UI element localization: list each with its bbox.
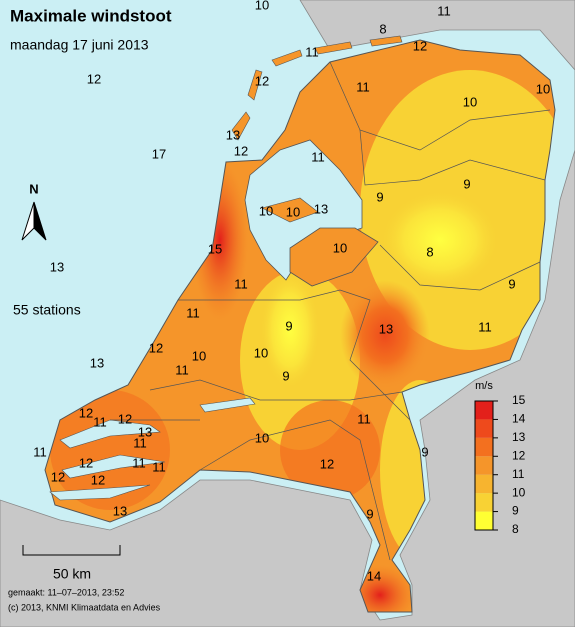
station-value: 9 xyxy=(463,176,470,191)
station-value: 12 xyxy=(87,71,101,86)
station-value: 11 xyxy=(437,3,451,18)
legend-swatch xyxy=(475,437,493,457)
station-value: 9 xyxy=(421,444,428,459)
legend-tick-label: 13 xyxy=(512,430,526,444)
station-value: 14 xyxy=(367,568,381,583)
station-value: 9 xyxy=(282,368,289,383)
station-value: 12 xyxy=(234,143,248,158)
legend-tick-label: 12 xyxy=(512,448,526,462)
zeeland-waters xyxy=(49,397,256,501)
legend-swatch xyxy=(475,511,493,530)
station-value: 12 xyxy=(79,455,93,470)
legend-swatch xyxy=(475,401,493,420)
station-value: 10 xyxy=(192,348,206,363)
legend-swatch xyxy=(475,474,493,494)
title: Maximale windstoot xyxy=(10,6,172,25)
station-value: 12 xyxy=(149,340,163,355)
station-value: 12 xyxy=(413,38,427,53)
station-value: 12 xyxy=(91,472,105,487)
station-value: 11 xyxy=(356,79,370,94)
station-value: 11 xyxy=(33,444,47,459)
station-value: 12 xyxy=(118,411,132,426)
scale-bar xyxy=(22,545,121,556)
station-value: 17 xyxy=(152,146,166,161)
flevoland xyxy=(289,227,379,287)
station-value: 13 xyxy=(314,201,328,216)
station-value: 9 xyxy=(376,189,383,204)
station-value: 11 xyxy=(132,455,146,470)
legend-swatch xyxy=(475,493,493,512)
station-value: 13 xyxy=(379,321,393,336)
station-value: 11 xyxy=(234,276,248,291)
legend-tick-label: 9 xyxy=(512,504,519,518)
station-value: 12 xyxy=(79,405,93,420)
station-value: 10 xyxy=(463,94,477,109)
legend-tick-label: 8 xyxy=(512,522,519,536)
station-value: 11 xyxy=(93,414,107,429)
wadden-islands xyxy=(231,35,403,141)
station-value: 10 xyxy=(255,430,269,445)
province-borders xyxy=(110,61,551,561)
station-value: 11 xyxy=(133,435,147,450)
north-label: N xyxy=(29,181,38,196)
legend-unit: m/s xyxy=(475,380,493,392)
station-value: 11 xyxy=(311,149,325,164)
legend-tick-label: 14 xyxy=(512,412,526,426)
station-value: 12 xyxy=(51,469,65,484)
north-arrow: N xyxy=(21,181,47,241)
station-value: 11 xyxy=(357,411,371,426)
station-value: 10 xyxy=(286,204,300,219)
noordoostpolder-edge xyxy=(261,197,319,223)
station-value: 10 xyxy=(333,240,347,255)
legend-tick-label: 15 xyxy=(512,393,526,407)
station-value: 13 xyxy=(113,503,127,518)
footer-made: gemaakt: 11–07–2013, 23:52 xyxy=(8,587,124,597)
station-value: 11 xyxy=(186,305,200,320)
station-value: 10 xyxy=(255,0,269,12)
station-value: 13 xyxy=(138,424,152,439)
station-value: 11 xyxy=(478,319,492,334)
station-value: 12 xyxy=(320,456,334,471)
station-value: 11 xyxy=(305,44,319,59)
station-value: 11 xyxy=(175,362,189,377)
legend-frame xyxy=(474,400,494,531)
station-value: 11 xyxy=(152,459,166,474)
legend-swatch xyxy=(475,456,493,475)
legend: 15 14 13 12 11 10 9 8 xyxy=(474,393,526,536)
legend-tick-label: 11 xyxy=(512,467,525,481)
scale-label: 50 km xyxy=(53,566,91,582)
station-value: 8 xyxy=(379,21,386,36)
station-value: 13 xyxy=(50,259,64,274)
legend-swatch xyxy=(475,419,493,438)
station-value: 9 xyxy=(285,318,292,333)
station-value: 13 xyxy=(226,127,240,142)
station-value: 12 xyxy=(255,73,269,88)
station-value: 15 xyxy=(208,241,222,256)
stations-note: 55 stations xyxy=(13,302,81,318)
station-value: 10 xyxy=(254,345,268,360)
subtitle: maandag 17 juni 2013 xyxy=(10,37,149,53)
footer-copyright: (c) 2013, KNMI Klimaatdata en Advies xyxy=(8,602,161,612)
station-value: 9 xyxy=(366,506,373,521)
legend-tick-label: 10 xyxy=(512,485,526,499)
station-value: 8 xyxy=(426,244,433,259)
station-value: 9 xyxy=(508,276,515,291)
station-value: 13 xyxy=(90,355,104,370)
station-value: 10 xyxy=(536,81,550,96)
station-value: 10 xyxy=(259,203,273,218)
